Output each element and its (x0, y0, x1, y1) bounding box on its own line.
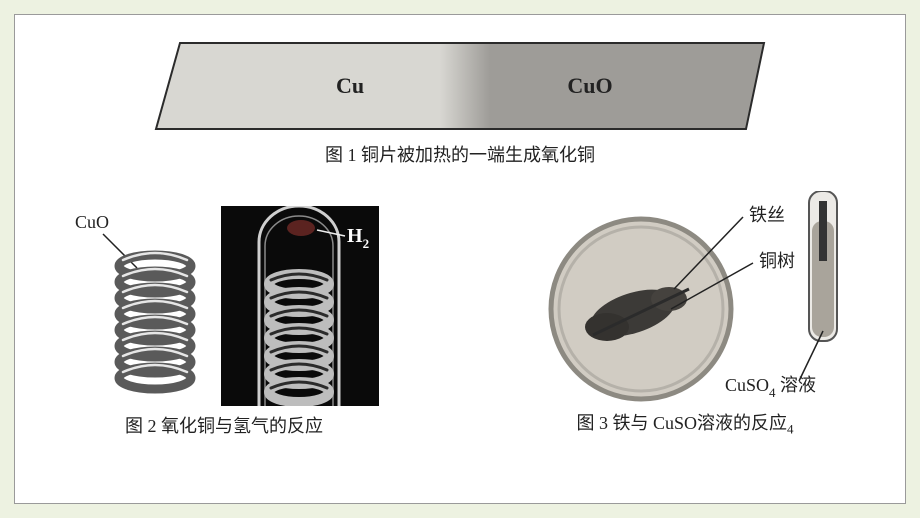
fig2-tube: H2 (221, 206, 379, 406)
fig3-wire-label: 铁丝 (749, 205, 785, 225)
fig3-dish (551, 219, 731, 399)
fig3-tree-label: 铜树 (759, 251, 795, 271)
fig2-cuo-label: CuO (75, 212, 109, 232)
figure-2: CuO (69, 206, 379, 438)
fig3-soln-leader (799, 331, 823, 381)
figure-1-caption: 图 1 铜片被加热的一端生成氧化铜 (325, 141, 595, 167)
fig1-cuo-label: CuO (567, 73, 612, 98)
figure-card: Cu CuO 图 1 铜片被加热的一端生成氧化铜 CuO (14, 14, 906, 504)
fig3-soln-label: CuSO4 溶液 (725, 375, 816, 400)
figure-2-caption: 图 2 氧化铜与氢气的反应 (125, 412, 323, 438)
figure-1-image: Cu CuO (150, 37, 770, 135)
figure-3-caption: 图 3 铁与 CuSO溶液的反应4 (576, 409, 793, 438)
figure-row-2: CuO (69, 191, 851, 438)
fig3-svg: 铁丝 铜树 CuSO4 溶液 (519, 191, 851, 403)
fig2-spring: CuO (69, 206, 209, 406)
figure-2-image: CuO (69, 206, 379, 406)
figure-1: Cu CuO 图 1 铜片被加热的一端生成氧化铜 (69, 37, 851, 167)
fig2-hot-spot (287, 220, 315, 236)
figure-3: 铁丝 铜树 CuSO4 溶液 图 3 铁与 CuSO溶液的反应4 (519, 191, 851, 438)
fig3-tube (809, 191, 837, 341)
fig1-cu-label: Cu (336, 73, 364, 98)
figure-3-image: 铁丝 铜树 CuSO4 溶液 (519, 191, 851, 403)
